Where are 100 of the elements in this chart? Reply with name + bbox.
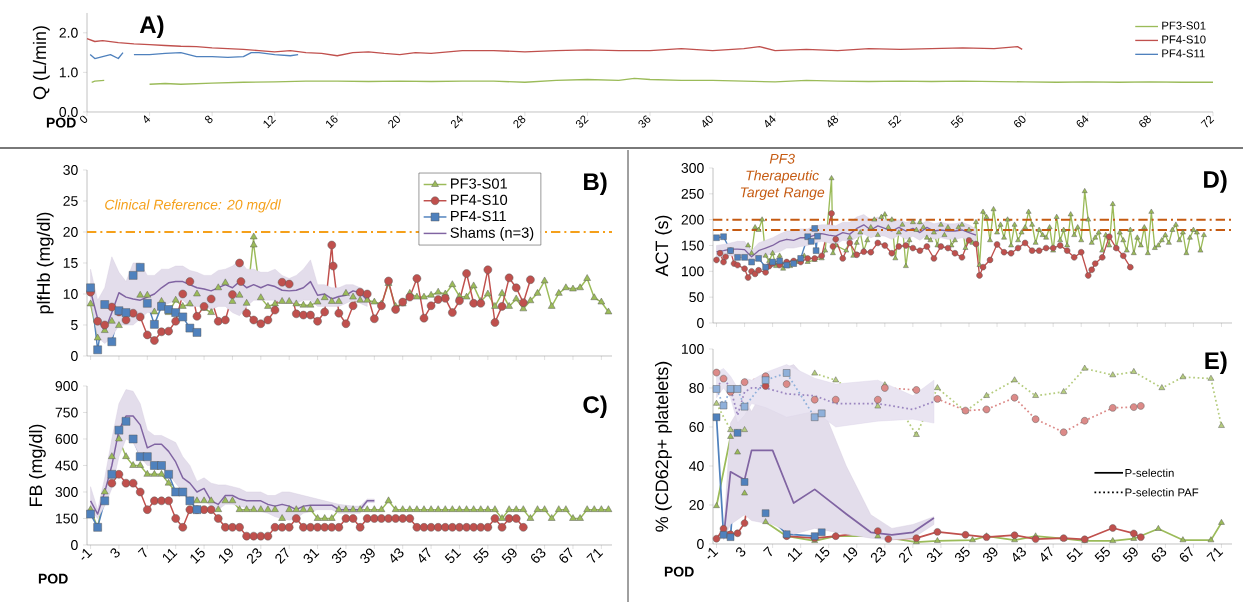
y-tick-label: 20 [63,227,78,237]
x-tick-label: -1 [81,548,93,560]
x-tick-label: 47 [1040,546,1053,562]
legend-label: PF4-S10 [451,194,508,206]
y-tick-label: 0.0 [59,107,78,117]
x-tick-label: 23 [870,547,886,564]
x-tick-label: 7 [763,546,773,557]
x-tick-label: 3 [110,548,120,558]
x-tick-label: 27 [275,547,289,565]
x-tick-label: 7 [137,547,147,558]
x-tick-label: 52 [888,115,902,128]
x-tick-label: 12 [263,115,276,129]
y-tick-label: 150 [682,240,704,251]
x-tick-label: 71 [1206,547,1224,562]
x-tick-label: 35 [331,547,347,564]
x-tick-label: 55 [1094,546,1110,563]
chart-title: A) [139,15,164,38]
x-tick-label: 27 [898,546,913,564]
x-tick-label: 59 [501,548,517,564]
legend-label: PF3-S01 [451,178,507,189]
x-tick-label: 31 [303,548,320,564]
x-tick-label: 51 [1066,547,1083,563]
annotation: P-selectin [1125,468,1174,477]
x-tick-label: 55 [473,547,489,564]
x-tick-label: 64 [1076,115,1089,128]
legend-label: PF4-S10 [1162,35,1206,44]
x-tick-label: 56 [950,115,964,128]
y-tick-label: 2.0 [59,27,78,38]
y-tick-label: 25 [63,196,78,206]
x-tick-label: 16 [326,115,338,129]
ref-line-label: PF3 Therapeutic Target Range [740,153,825,201]
x-tick-label: 28 [513,115,526,129]
x-tick-label: 44 [765,115,776,128]
x-tick-label: 43 [1012,547,1026,562]
x-tick-label: 39 [983,547,998,563]
x-tick-label: 63 [530,548,546,563]
ref-line-label: Clinical Reference: 20 mg/dl [105,199,282,213]
x-tick-label: 63 [1151,547,1167,562]
x-tick-label: 39 [360,548,375,564]
y-axis-title: ACT (s) [655,215,672,277]
x-tick-label: 20 [388,115,400,129]
x-tick-label: 19 [843,547,858,563]
x-axis-title: POD [38,573,68,584]
y-tick-label: 15 [63,258,78,268]
x-tick-label: 19 [218,548,233,564]
annotation: P-selectin PAF [1125,488,1199,497]
y-tick-label: 50 [689,292,704,303]
y-tick-label: 20 [689,500,704,510]
y-tick-label: 0 [697,539,704,549]
x-tick-label: 59 [1122,547,1138,563]
y-tick-label: 1.0 [59,67,78,78]
x-tick-label: 35 [954,546,970,563]
y-tick-label: 450 [55,460,78,471]
y-tick-label: 300 [681,163,704,173]
x-tick-label: 23 [246,548,262,565]
chart-title: D) [1204,170,1227,193]
x-axis-title: POD [46,117,76,128]
y-axis-title: % (CD62p+ platelets) [655,361,672,532]
x-tick-label: 11 [162,548,178,564]
x-tick-label: 3 [736,547,746,557]
x-tick-label: 8 [205,115,213,124]
x-tick-label: 67 [1179,546,1193,562]
x-axis-title: POD [664,566,694,577]
x-tick-label: 51 [444,548,462,564]
y-axis-title: plfHb (mg/dl) [36,212,54,314]
x-tick-label: 15 [815,546,830,563]
y-axis-title: FB (mg/dl) [29,424,46,507]
x-tick-label: 47 [418,547,431,563]
x-tick-label: 60 [1014,115,1026,128]
y-tick-label: 100 [682,266,704,277]
y-tick-label: 80 [689,383,704,393]
legend-label: PF4-S11 [451,210,506,222]
x-tick-label: 4 [143,115,151,123]
y-axis-title: Q (L/min) [32,26,50,100]
x-tick-label: 68 [1139,115,1151,128]
y-tick-label: 40 [689,461,704,471]
chart-title: E) [1205,351,1227,374]
x-tick-label: 0 [80,115,88,123]
x-tick-label: -1 [707,547,719,559]
x-tick-label: 67 [559,547,573,563]
y-tick-label: 900 [55,381,78,391]
x-tick-label: 24 [450,115,463,129]
legend-label: PF4-S11 [1162,49,1205,58]
x-tick-label: 31 [926,547,943,563]
legend-label: PF3-S01 [1162,21,1206,30]
x-tick-label: 15 [190,547,205,564]
chart-title: C) [583,395,607,418]
y-tick-label: 750 [55,407,78,418]
y-tick-label: 30 [63,165,78,175]
y-tick-label: 100 [682,344,704,354]
x-tick-label: 36 [638,115,651,128]
y-tick-label: 60 [689,422,704,432]
x-tick-label: 48 [827,115,839,128]
y-tick-label: 200 [681,214,704,225]
x-tick-label: 32 [575,115,589,128]
y-tick-label: 5 [71,320,78,330]
x-tick-label: 72 [1200,115,1215,128]
y-tick-label: 0 [71,351,78,361]
y-tick-label: 0 [697,318,704,328]
y-tick-label: 150 [56,513,78,524]
